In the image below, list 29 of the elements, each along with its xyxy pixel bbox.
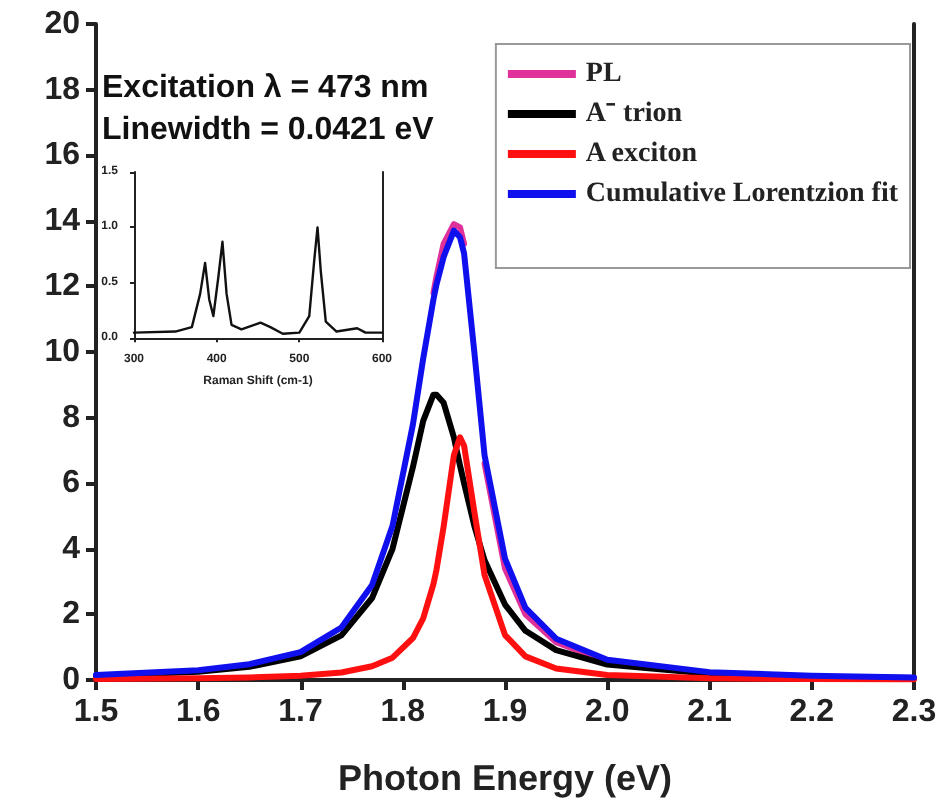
y-tick-label: 20: [44, 7, 81, 41]
legend-label: Cumulative Lorentzion fit: [585, 179, 899, 209]
x-tick-label: 1.7: [278, 695, 323, 729]
legend-label: A⁻ trion: [585, 99, 683, 129]
y-tick-label: 8: [62, 400, 81, 435]
y-tick-label: 14: [44, 203, 81, 238]
y-tick-label: 16: [44, 138, 81, 173]
x-tick-label: 1.8: [380, 695, 426, 729]
x-tick-label: 2.3: [891, 695, 937, 729]
y-tick-label: 18: [44, 72, 81, 107]
annotation: Linewidth = 0.0421 eV: [102, 113, 435, 147]
x-tick-label: 2.2: [789, 695, 835, 729]
legend-label: A exciton: [585, 139, 698, 169]
x-tick-label: 1.9: [482, 695, 528, 729]
y-tick-label: 12: [44, 269, 81, 304]
x-tick-label: 2.1: [687, 695, 732, 729]
x-tick-label: 1.6: [176, 695, 221, 729]
x-axis-title: Photon Energy (eV): [337, 758, 673, 798]
line-series: [93, 227, 917, 681]
line-series: [93, 434, 917, 683]
y-tick-label: 10: [44, 335, 81, 369]
y-tick-label: 6: [62, 466, 81, 501]
y-tick-label: 0: [62, 663, 81, 697]
x-tick-label: 2.0: [585, 695, 630, 729]
line-series: [132, 226, 384, 335]
legend-label: PL: [585, 59, 622, 89]
y-tick-label: 4: [62, 531, 81, 566]
annotation: Excitation λ = 473 nm: [102, 71, 429, 105]
y-tick-label: 2: [62, 597, 81, 632]
